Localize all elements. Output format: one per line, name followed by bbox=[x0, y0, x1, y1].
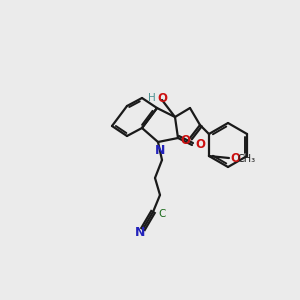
Text: O: O bbox=[195, 139, 205, 152]
Text: CH₃: CH₃ bbox=[238, 154, 256, 164]
Text: O: O bbox=[230, 152, 240, 164]
Text: O: O bbox=[157, 92, 167, 104]
Text: H: H bbox=[148, 93, 156, 103]
Text: N: N bbox=[135, 226, 145, 239]
Text: N: N bbox=[155, 143, 165, 157]
Text: O: O bbox=[180, 134, 190, 146]
Text: C: C bbox=[158, 209, 165, 219]
